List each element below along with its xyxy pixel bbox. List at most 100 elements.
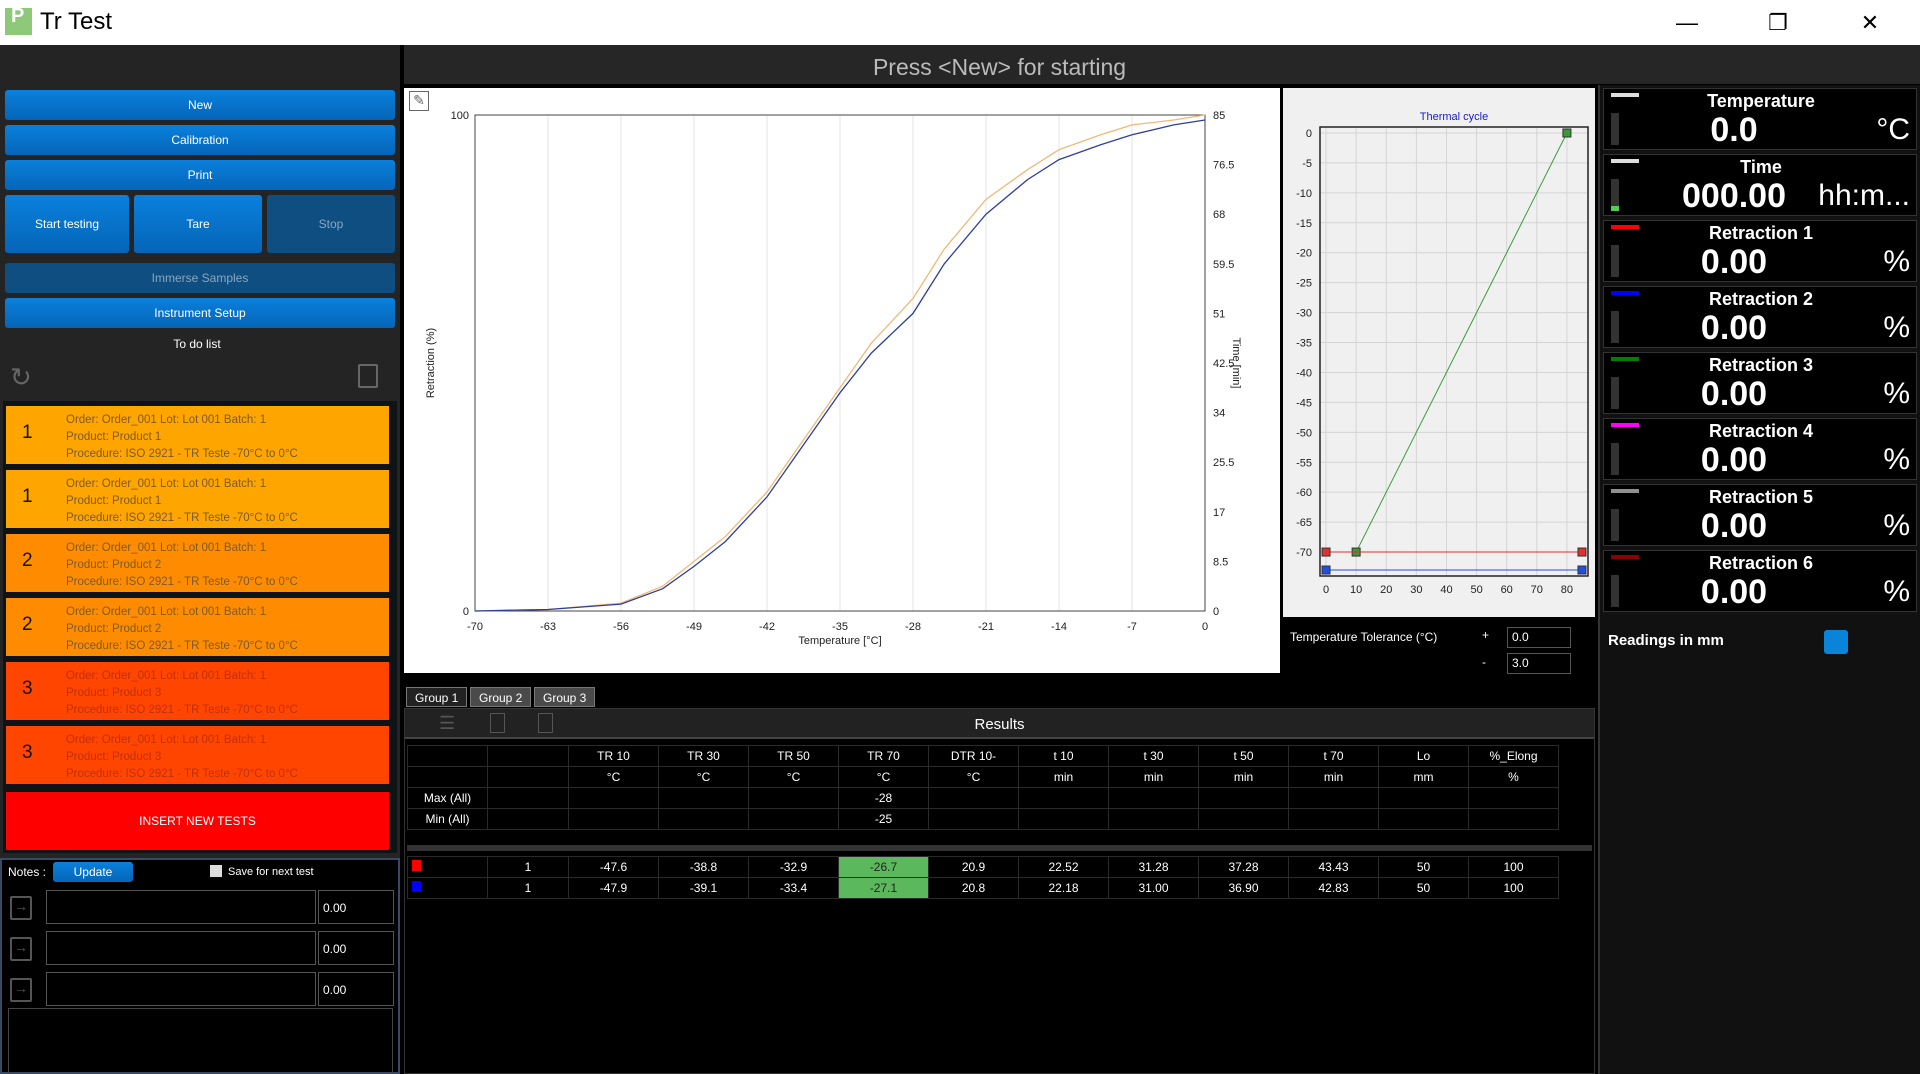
edit-icon[interactable]: ✎ xyxy=(409,91,429,111)
y2-tick-label: 17 xyxy=(1213,507,1225,519)
trash-icon[interactable] xyxy=(538,713,553,733)
note-value[interactable]: 0.00 xyxy=(318,931,394,965)
test-item[interactable]: 2 Order: Order_001 Lot: Lot 001 Batch: 1… xyxy=(6,534,389,592)
x-tick-label: 60 xyxy=(1501,584,1513,596)
table-cell: min xyxy=(1108,766,1199,788)
table-cell xyxy=(1288,808,1379,830)
series-color-swatch xyxy=(1611,159,1639,163)
readout-unit: % xyxy=(1883,443,1910,476)
tolerance-plus-input[interactable]: 0.0 xyxy=(1507,627,1571,648)
table-cell xyxy=(1198,808,1289,830)
table-cell: t 30 xyxy=(1108,745,1199,767)
x-tick-label: 80 xyxy=(1561,584,1573,596)
y-tick-label: 0 xyxy=(1306,128,1312,140)
insert-new-tests-button[interactable]: INSERT NEW TESTS xyxy=(6,792,389,850)
refresh-icon[interactable]: ↻ xyxy=(10,362,32,392)
title-bar: Tr Test — ❐ ✕ xyxy=(0,0,1920,45)
tare-button[interactable]: Tare xyxy=(134,195,262,253)
table-cell: -33.4 xyxy=(748,877,839,899)
x-tick-label: 30 xyxy=(1410,584,1422,596)
level-gauge xyxy=(1611,377,1619,409)
table-cell xyxy=(407,766,488,788)
x-tick-label: -70 xyxy=(467,621,483,633)
readings-mm-checkbox[interactable] xyxy=(1824,630,1848,654)
instrument-setup-button[interactable]: Instrument Setup xyxy=(5,298,395,328)
update-button[interactable]: Update xyxy=(53,862,133,882)
new-button[interactable]: New xyxy=(5,90,395,120)
level-gauge xyxy=(1611,575,1619,607)
minimize-button[interactable]: — xyxy=(1676,10,1698,35)
maximize-button[interactable]: ❐ xyxy=(1768,10,1788,35)
list-icon[interactable]: ☰ xyxy=(439,713,456,733)
stop-button[interactable]: Stop xyxy=(267,195,395,253)
test-number: 3 xyxy=(22,742,33,763)
cycle-series-line xyxy=(1355,132,1568,553)
readout-label: Time xyxy=(1740,157,1782,177)
table-cell: 31.28 xyxy=(1108,856,1199,878)
todo-list-label: To do list xyxy=(173,337,221,351)
export-icon[interactable]: → xyxy=(10,896,32,920)
readout-value: 0.00 xyxy=(1700,309,1768,347)
export-icon[interactable]: → xyxy=(10,937,32,961)
notes-label: Notes : xyxy=(8,865,47,879)
document-icon[interactable] xyxy=(490,713,505,733)
x-tick-label: 20 xyxy=(1380,584,1392,596)
test-order: Order: Order_001 Lot: Lot 001 Batch: 1 xyxy=(66,670,267,682)
table-cell xyxy=(487,808,569,830)
table-cell: t 10 xyxy=(1018,745,1109,767)
cycle-point-marker xyxy=(1577,565,1587,575)
test-order: Order: Order_001 Lot: Lot 001 Batch: 1 xyxy=(66,478,267,490)
y-tick-label: -70 xyxy=(1296,547,1312,559)
table-cell xyxy=(487,787,569,809)
note-value[interactable]: 0.00 xyxy=(318,972,394,1006)
start-testing-button[interactable]: Start testing xyxy=(5,195,129,253)
immerse-samples-button[interactable]: Immerse Samples xyxy=(5,263,395,293)
trash-icon[interactable] xyxy=(358,364,378,388)
table-cell: 37.28 xyxy=(1198,856,1289,878)
table-cell: °C xyxy=(748,766,839,788)
close-button[interactable]: ✕ xyxy=(1860,10,1880,35)
x-tick-label: 50 xyxy=(1470,584,1482,596)
thermal-cycle-chart: Thermal cycle 0 10 20 30 40 50 60 70 80 0 -5 -10 -15 -… xyxy=(1296,111,1589,596)
results-summary-table: TR 10 TR 30 TR 50 TR 70 DTR 10- t 10 t 30 t 50 t… xyxy=(407,745,1559,830)
notes-textarea[interactable] xyxy=(8,1008,393,1074)
note-input[interactable] xyxy=(46,972,316,1006)
test-item[interactable]: 3 Order: Order_001 Lot: Lot 001 Batch: 1… xyxy=(6,662,389,720)
series-color-swatch xyxy=(1611,423,1639,427)
print-button[interactable]: Print xyxy=(5,160,395,190)
readout-value: 000.00 xyxy=(1682,177,1786,215)
test-item[interactable]: 1 Order: Order_001 Lot: Lot 001 Batch: 1… xyxy=(6,470,389,528)
export-icon[interactable]: → xyxy=(10,978,32,1002)
x-tick-label: -56 xyxy=(613,621,629,633)
splitter[interactable] xyxy=(407,845,1592,851)
tab-group-3[interactable]: Group 3 xyxy=(534,687,596,707)
note-input[interactable] xyxy=(46,890,316,924)
calibration-button[interactable]: Calibration xyxy=(5,125,395,155)
table-cell: -38.8 xyxy=(658,856,749,878)
tolerance-minus-input[interactable]: 3.0 xyxy=(1507,653,1571,674)
table-cell xyxy=(1378,787,1469,809)
table-cell xyxy=(568,808,659,830)
note-value[interactable]: 0.00 xyxy=(318,890,394,924)
retraction-chart: -70 -63 -56 -49 -42 -35 -28 -21 -14 -7 0010008.517… xyxy=(425,110,1242,647)
test-product: Product: Product 2 xyxy=(66,623,162,635)
table-cell xyxy=(928,808,1019,830)
window-title: Tr Test xyxy=(40,8,113,35)
save-next-checkbox[interactable] xyxy=(210,865,222,877)
tab-group-1[interactable]: Group 1 xyxy=(406,687,468,707)
note-input[interactable] xyxy=(46,931,316,965)
test-item[interactable]: 1 Order: Order_001 Lot: Lot 001 Batch: 1… xyxy=(6,406,389,464)
level-gauge xyxy=(1611,245,1619,277)
test-procedure: Procedure: ISO 2921 - TR Teste -70°C to … xyxy=(66,576,298,588)
test-item[interactable]: 2 Order: Order_001 Lot: Lot 001 Batch: 1… xyxy=(6,598,389,656)
tab-group-2[interactable]: Group 2 xyxy=(470,687,532,707)
test-number: 1 xyxy=(22,422,33,443)
readings-mm-label: Readings in mm xyxy=(1608,632,1724,649)
test-item[interactable]: 3 Order: Order_001 Lot: Lot 001 Batch: 1… xyxy=(6,726,389,784)
y-tick-label: -35 xyxy=(1296,338,1312,350)
table-cell: °C xyxy=(928,766,1019,788)
table-cell: min xyxy=(1018,766,1109,788)
table-cell: Max (All) xyxy=(407,787,488,809)
table-cell xyxy=(748,808,839,830)
series-color-swatch xyxy=(1611,93,1639,97)
